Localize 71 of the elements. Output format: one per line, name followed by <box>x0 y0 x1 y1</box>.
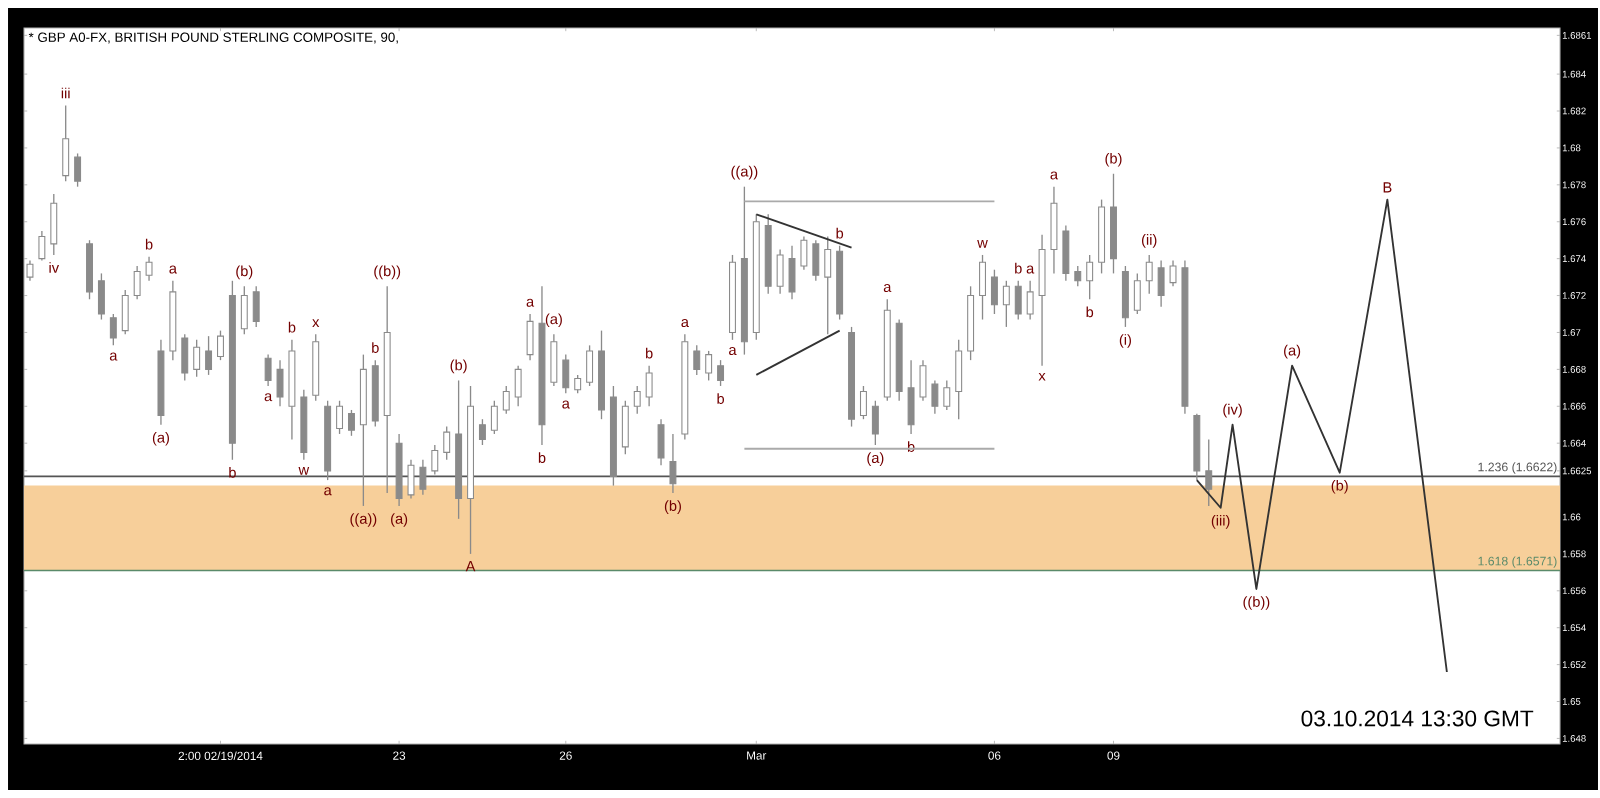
candlestick <box>574 374 582 395</box>
candlestick <box>812 239 820 282</box>
candlestick <box>788 245 796 300</box>
candlestick <box>776 248 784 295</box>
candlestick <box>800 235 808 271</box>
candlestick <box>526 313 534 361</box>
annotation: 03.10.2014 13:30 GMT <box>1301 710 1534 727</box>
candlestick <box>514 365 522 407</box>
candlestick <box>1014 280 1022 321</box>
candlestick <box>133 265 141 300</box>
candlestick <box>943 379 951 411</box>
candlestick <box>633 385 641 415</box>
candlestick <box>645 365 653 407</box>
candlestick <box>907 359 915 435</box>
candlestick <box>1002 280 1010 328</box>
candlestick <box>1157 259 1165 308</box>
candlestick <box>562 353 570 395</box>
candlestick <box>1086 254 1094 300</box>
candlestick <box>97 272 105 321</box>
candlestick <box>193 339 201 378</box>
candlestick <box>979 254 986 321</box>
candlestick <box>859 385 867 420</box>
candlestick <box>931 379 939 415</box>
candlestick <box>550 333 558 387</box>
candlestick <box>824 235 832 335</box>
candlestick <box>86 239 93 300</box>
candlestick <box>181 333 189 382</box>
candlestick <box>252 285 260 328</box>
candlestick <box>443 425 451 461</box>
candlestick <box>705 350 713 382</box>
candlestick <box>1121 265 1129 328</box>
candlestick <box>1074 265 1082 287</box>
candlestick <box>669 433 677 494</box>
candlestick <box>217 329 224 361</box>
candlestick <box>490 400 498 435</box>
candlestick <box>1133 272 1141 315</box>
candlestick <box>990 269 998 315</box>
candlestick <box>431 444 439 476</box>
candlestick <box>1205 438 1213 507</box>
candlestick <box>502 385 510 415</box>
candlestick <box>1026 280 1034 321</box>
candlestick <box>205 335 213 376</box>
candlestick <box>919 359 927 402</box>
candlestick <box>1145 254 1153 295</box>
candlestick <box>240 285 248 335</box>
candlestick <box>693 344 701 376</box>
candlestick <box>347 409 355 437</box>
candlestick <box>1062 224 1070 282</box>
candlestick <box>121 289 129 335</box>
candlestick <box>586 344 594 387</box>
candlestick <box>871 400 879 446</box>
candlestick <box>74 152 82 188</box>
candlestick <box>621 400 629 455</box>
candlestick <box>50 193 58 256</box>
candlestick <box>717 359 725 387</box>
candlestick <box>657 418 665 466</box>
candlestick <box>955 339 963 420</box>
candlestick <box>109 313 117 347</box>
candlestick <box>478 418 486 446</box>
line-series <box>1195 198 1448 673</box>
candlestick <box>62 104 70 182</box>
candlestick <box>1050 186 1058 275</box>
candlestick <box>419 459 427 496</box>
candlestick <box>276 359 284 407</box>
candlestick <box>264 353 272 387</box>
candlestick <box>336 400 344 435</box>
candlestick <box>145 256 153 282</box>
candlestick <box>1038 233 1046 367</box>
candlestick <box>1169 259 1177 287</box>
candlestick <box>407 459 415 500</box>
candlestick <box>38 230 46 262</box>
